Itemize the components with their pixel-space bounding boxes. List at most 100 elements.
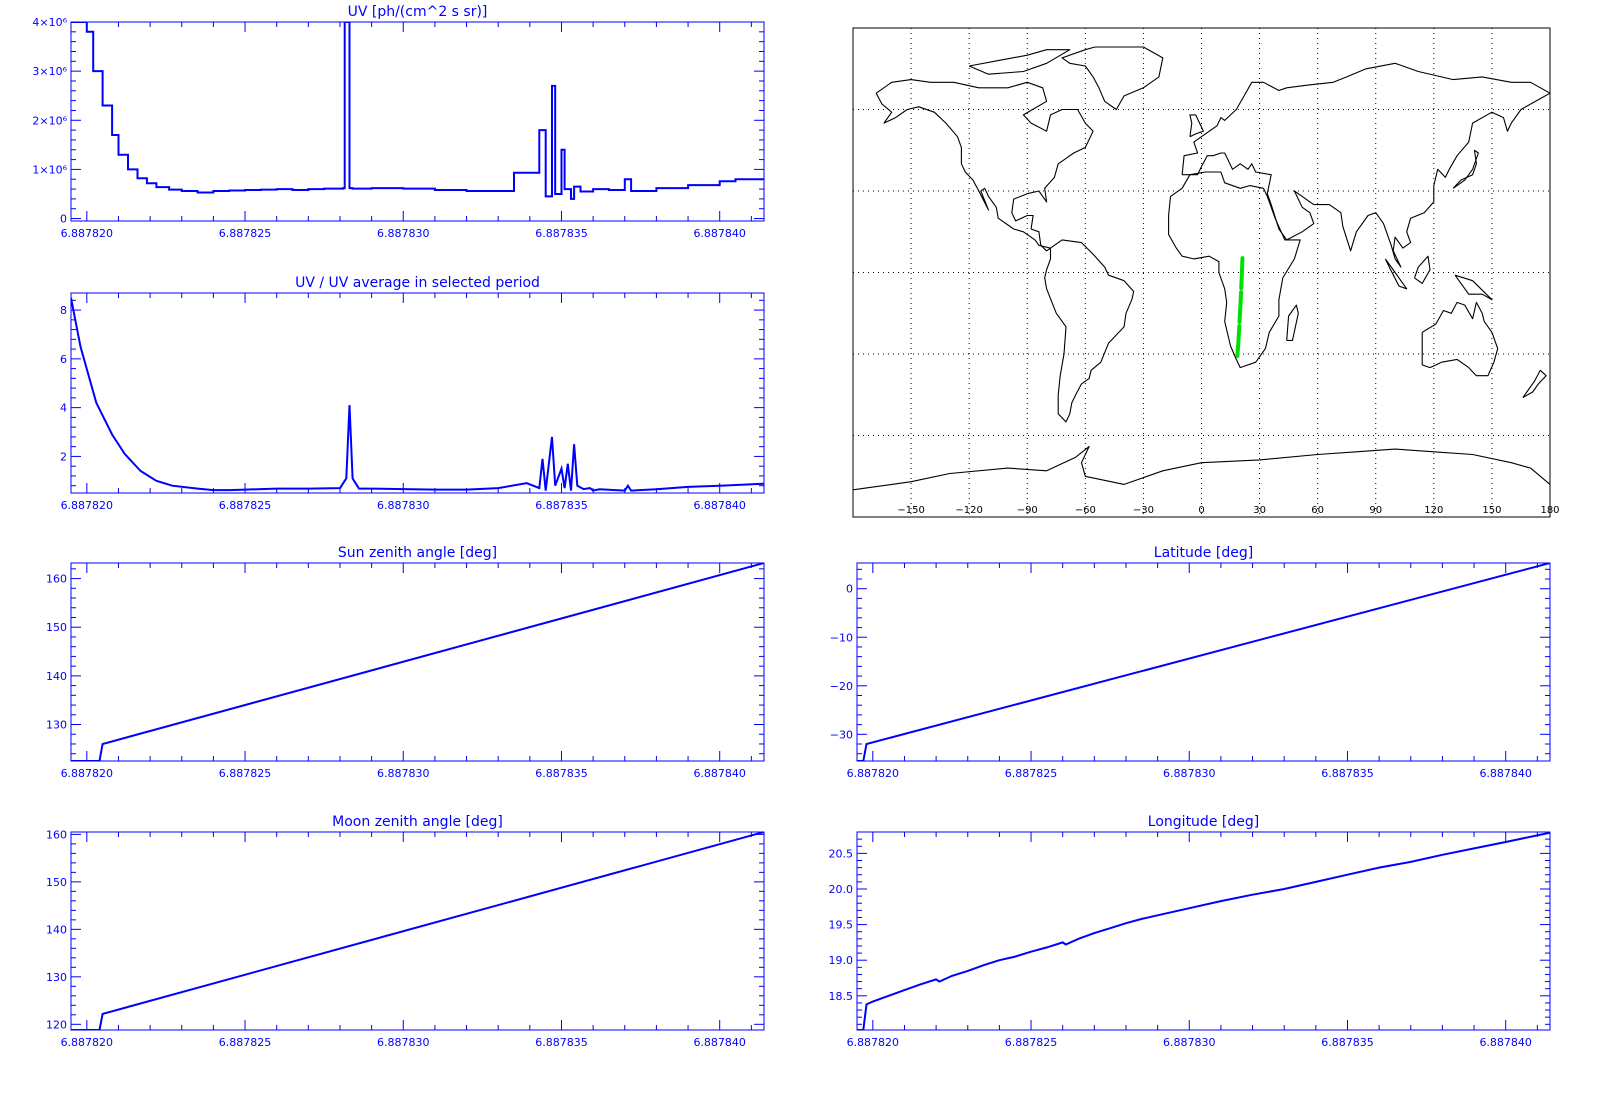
map-lon-label: 150	[1482, 505, 1501, 516]
map-lon-label: 30	[1253, 505, 1266, 516]
moon_zenith-ytick-label: 140	[46, 923, 67, 936]
sun_zenith-xtick-label: 6.887830	[377, 767, 430, 780]
sun_zenith-series-line	[71, 563, 764, 761]
moon_zenith-title: Moon zenith angle [deg]	[332, 814, 503, 830]
uv-ytick-label: 2×10⁶	[32, 114, 67, 127]
sun_zenith-panel: Sun zenith angle [deg] 6.887820 6.887825 6.…	[46, 545, 765, 780]
coastline	[968, 49, 1071, 75]
latitude-ytick-label: −10	[830, 631, 853, 644]
moon_zenith-panel: Moon zenith angle [deg] 6.887820 6.887825 6…	[46, 814, 765, 1049]
uv_ratio-series-line	[71, 297, 764, 492]
longitude-ytick-label: 18.5	[829, 990, 854, 1003]
uv-xtick-label: 6.887835	[535, 227, 588, 240]
map-lon-label: 60	[1311, 505, 1324, 516]
sun_zenith-ytick-label: 160	[46, 573, 67, 586]
longitude-frame	[856, 831, 1551, 1031]
uv_ratio-xtick-label: 6.887825	[219, 499, 272, 512]
uv-xtick-label: 6.887825	[219, 227, 272, 240]
map-lon-label: 0	[1198, 505, 1204, 516]
coastline	[852, 445, 1551, 491]
longitude-panel: Longitude [deg] 6.887820 6.887825 6.887830 6…	[829, 814, 1551, 1049]
map-lon-label: 90	[1369, 505, 1382, 516]
sun_zenith-ytick-label: 130	[46, 719, 67, 732]
uv-ytick-label: 1×10⁶	[32, 163, 67, 176]
uv_ratio-frame	[70, 292, 765, 494]
coastline	[875, 79, 1094, 252]
latitude-series-line	[857, 563, 1550, 761]
sun_zenith-xtick-label: 6.887825	[219, 767, 272, 780]
latitude-panel: Latitude [deg] 6.887820 6.887825 6.887830 6.…	[830, 545, 1551, 780]
uv_ratio-xtick-label: 6.887820	[61, 499, 114, 512]
uv-xtick-label: 6.887840	[693, 227, 746, 240]
uv-panel: UV [ph/(cm^2 s sr)] 6.887820 6.887825 6.887…	[32, 4, 765, 240]
coastline	[1452, 149, 1479, 189]
uv-frame	[70, 21, 765, 222]
sun_zenith-xtick-label: 6.887840	[693, 767, 746, 780]
uv-series-line	[71, 22, 764, 200]
uv_ratio-ytick-label: 6	[60, 353, 67, 366]
moon_zenith-xtick-label: 6.887835	[535, 1036, 588, 1049]
uv_ratio-panel: UV / UV average in selected period 6.8878…	[60, 275, 765, 512]
map-lon-label: −30	[1133, 505, 1154, 516]
uv-ytick-label: 4×10⁶	[32, 16, 67, 29]
coastline	[1421, 301, 1499, 377]
longitude-ytick-label: 19.0	[829, 954, 854, 967]
moon_zenith-ytick-label: 150	[46, 876, 67, 889]
latitude-ytick-label: 0	[846, 583, 853, 596]
longitude-ytick-label: 20.0	[829, 883, 854, 896]
moon_zenith-xtick-label: 6.887840	[693, 1036, 746, 1049]
longitude-ytick-label: 19.5	[829, 919, 854, 932]
uv_ratio-xtick-label: 6.887840	[693, 499, 746, 512]
latitude-ytick-label: −20	[830, 680, 853, 693]
coastline	[1522, 369, 1547, 398]
moon_zenith-ytick-label: 130	[46, 971, 67, 984]
longitude-series-line	[857, 832, 1550, 1030]
latitude-title: Latitude [deg]	[1154, 545, 1253, 561]
map-lon-label: −120	[955, 505, 982, 516]
uv-xtick-label: 6.887820	[61, 227, 114, 240]
moon_zenith-frame	[70, 831, 765, 1031]
coastline	[1168, 171, 1301, 369]
longitude-xtick-label: 6.887840	[1479, 1036, 1532, 1049]
world-map-panel: −150 −120 −90 −60 −30 0 30 60 90 120 150 180	[852, 27, 1560, 518]
moon_zenith-series-line	[71, 832, 764, 1030]
map-lon-label: 120	[1424, 505, 1443, 516]
map-lon-label: −90	[1017, 505, 1038, 516]
latitude-xtick-label: 6.887830	[1163, 767, 1216, 780]
sun_zenith-title: Sun zenith angle [deg]	[338, 545, 497, 561]
coastline	[1044, 239, 1135, 423]
coastline	[1286, 304, 1299, 341]
latitude-ytick-label: −30	[830, 728, 853, 741]
sun_zenith-ytick-label: 140	[46, 670, 67, 683]
longitude-title: Longitude [deg]	[1148, 814, 1259, 830]
latitude-xtick-label: 6.887835	[1321, 767, 1374, 780]
latitude-xtick-label: 6.887820	[847, 767, 900, 780]
map-lon-label: −150	[897, 505, 924, 516]
coastline	[1061, 46, 1164, 111]
uv-xtick-label: 6.887830	[377, 227, 430, 240]
longitude-ytick-label: 20.5	[829, 847, 854, 860]
sun_zenith-xtick-label: 6.887820	[61, 767, 114, 780]
moon_zenith-xtick-label: 6.887820	[61, 1036, 114, 1049]
map-lon-label: 180	[1540, 505, 1559, 516]
longitude-xtick-label: 6.887830	[1163, 1036, 1216, 1049]
longitude-xtick-label: 6.887825	[1005, 1036, 1058, 1049]
moon_zenith-xtick-label: 6.887825	[219, 1036, 272, 1049]
moon_zenith-ytick-label: 120	[46, 1018, 67, 1031]
latitude-xtick-label: 6.887825	[1005, 767, 1058, 780]
uv_ratio-ytick-label: 2	[60, 450, 67, 463]
latitude-xtick-label: 6.887840	[1479, 767, 1532, 780]
coastline	[1413, 255, 1431, 284]
uv_ratio-ytick-label: 8	[60, 304, 67, 317]
uv-ytick-label: 0	[60, 213, 67, 226]
sun_zenith-xtick-label: 6.887835	[535, 767, 588, 780]
longitude-xtick-label: 6.887835	[1321, 1036, 1374, 1049]
uv_ratio-title: UV / UV average in selected period	[295, 275, 540, 291]
uv_ratio-xtick-label: 6.887835	[535, 499, 588, 512]
moon_zenith-ytick-label: 160	[46, 828, 67, 841]
satellite-ground-track	[1235, 256, 1245, 362]
sun_zenith-frame	[70, 562, 765, 762]
uv_ratio-ytick-label: 4	[60, 402, 67, 415]
